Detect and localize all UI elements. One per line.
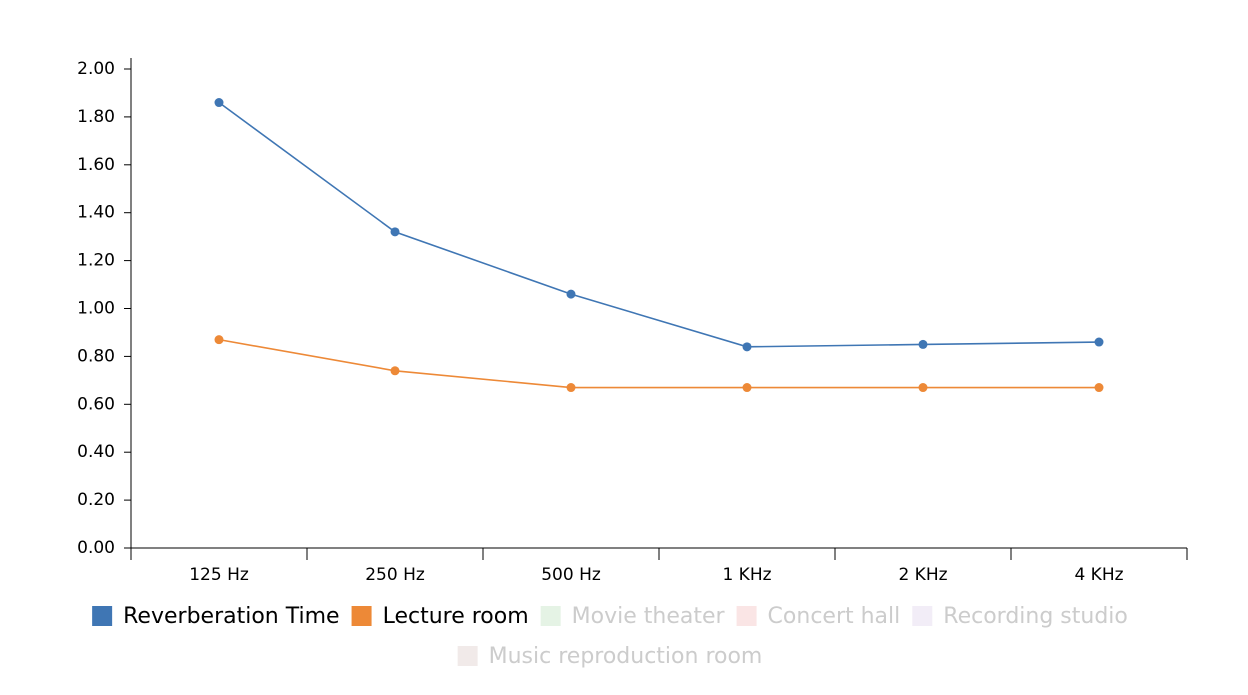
- y-tick-label: 1.60: [77, 155, 115, 175]
- data-point: [1094, 383, 1104, 393]
- data-point: [742, 342, 752, 352]
- y-tick-label: 1.80: [77, 107, 115, 127]
- legend-swatch: [351, 606, 372, 626]
- legend-swatch: [92, 606, 113, 626]
- legend-item[interactable]: Lecture room: [351, 604, 529, 629]
- x-tick-label: 250 Hz: [365, 565, 425, 585]
- y-tick-label: 0.60: [77, 394, 115, 414]
- legend-swatch: [912, 606, 933, 626]
- data-point: [1094, 337, 1104, 347]
- data-point: [566, 289, 576, 299]
- series-line: [218, 101, 1100, 348]
- legend-swatch: [457, 646, 478, 666]
- x-tick-label: 4 KHz: [1074, 565, 1123, 585]
- legend-item[interactable]: Reverberation Time: [92, 604, 340, 629]
- x-tick-label: 2 KHz: [898, 565, 947, 585]
- legend-item[interactable]: Concert hall: [736, 604, 901, 629]
- series-line: [218, 338, 1099, 389]
- data-point: [390, 366, 400, 376]
- data-point: [390, 227, 400, 237]
- legend-label: Lecture room: [383, 604, 529, 629]
- data-point: [214, 98, 224, 108]
- legend-label: Movie theater: [572, 604, 726, 629]
- legend-item[interactable]: Recording studio: [912, 604, 1128, 629]
- data-point: [566, 383, 576, 393]
- y-tick-label: 2.00: [77, 59, 115, 79]
- legend-swatch: [736, 606, 757, 626]
- data-point: [918, 383, 928, 393]
- y-tick-label: 1.40: [77, 203, 115, 223]
- y-tick-label: 0.40: [77, 442, 115, 462]
- y-tick-label: 1.20: [77, 251, 115, 271]
- data-point: [918, 339, 928, 349]
- data-point: [214, 335, 224, 345]
- y-tick-label: 0.20: [77, 490, 115, 510]
- y-tick-label: 0.00: [77, 538, 115, 558]
- y-tick-label: 1.00: [77, 299, 115, 319]
- y-tick-label: 0.80: [77, 346, 115, 366]
- legend-swatch: [540, 606, 561, 626]
- x-tick-label: 125 Hz: [189, 565, 249, 585]
- legend-label: Concert hall: [768, 604, 901, 629]
- legend-item[interactable]: Music reproduction room: [457, 644, 763, 669]
- legend-label: Music reproduction room: [489, 644, 763, 669]
- x-tick-label: 500 Hz: [541, 565, 601, 585]
- legend-label: Reverberation Time: [123, 604, 339, 629]
- x-tick-label: 1 KHz: [722, 565, 771, 585]
- legend-label: Recording studio: [943, 604, 1128, 629]
- data-point: [742, 383, 752, 393]
- legend-item[interactable]: Movie theater: [540, 604, 726, 629]
